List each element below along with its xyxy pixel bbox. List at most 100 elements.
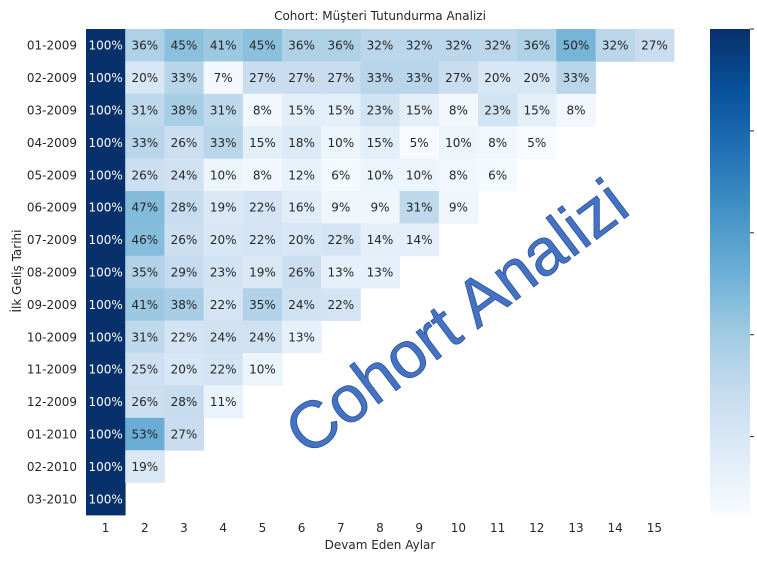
- heatmap-cell: [164, 320, 204, 354]
- heatmap-cell: [282, 288, 322, 321]
- heatmap-cell: [321, 288, 361, 321]
- heatmap-cell-label: 100%: [88, 104, 122, 118]
- heatmap-cell-label: 33%: [406, 71, 433, 85]
- heatmap-cell: [86, 191, 126, 224]
- heatmap-cell: [634, 29, 675, 62]
- heatmap-cell: [478, 61, 518, 95]
- heatmap-cell-label: 5%: [527, 136, 546, 150]
- heatmap-cell-label: 100%: [88, 266, 122, 280]
- chart-title: Cohort: Müşteri Tutundurma Analizi: [274, 9, 486, 23]
- heatmap-cell-label: 11%: [210, 395, 237, 409]
- heatmap-cell-label: 8%: [449, 168, 468, 182]
- heatmap-cell-label: 9%: [449, 201, 468, 215]
- heatmap-cell: [203, 158, 244, 192]
- heatmap-cell: [125, 417, 165, 451]
- heatmap-cell: [125, 61, 165, 95]
- heatmap-cell-label: 32%: [602, 39, 629, 53]
- x-tick-label: 2: [141, 521, 149, 535]
- heatmap-cell-label: 20%: [288, 233, 315, 247]
- heatmap-cells: [86, 29, 675, 516]
- heatmap-cell-label: 13%: [367, 266, 394, 280]
- heatmap-cell-label: 100%: [88, 330, 122, 344]
- heatmap-cell-label: 12%: [288, 168, 315, 182]
- y-tick-label: 02-2009: [27, 71, 77, 85]
- heatmap-cell-label: 35%: [249, 298, 276, 312]
- heatmap-cell-label: 13%: [327, 266, 354, 280]
- heatmap-cell: [86, 158, 126, 192]
- heatmap-cell: [360, 93, 400, 127]
- heatmap-cell: [517, 29, 557, 62]
- y-tick-label: 08-2009: [27, 266, 77, 280]
- heatmap-cell-label: 23%: [210, 266, 237, 280]
- heatmap-cell-label: 33%: [210, 136, 237, 150]
- y-tick-label: 03-2009: [27, 104, 77, 118]
- heatmap-cell: [86, 450, 126, 483]
- heatmap-cell: [399, 126, 440, 159]
- heatmap-cell-label: 27%: [327, 71, 354, 85]
- x-tick-label: 14: [608, 521, 623, 535]
- heatmap-cell-label: 50%: [563, 39, 590, 53]
- heatmap-cell-label: 26%: [131, 168, 158, 182]
- heatmap-cell-label: 23%: [367, 104, 394, 118]
- heatmap-cell: [86, 385, 126, 419]
- heatmap-cell: [556, 29, 596, 62]
- heatmap-cell-label: 22%: [327, 233, 354, 247]
- heatmap-cell: [125, 255, 165, 289]
- heatmap-cell: [360, 158, 400, 192]
- heatmap-cell-label: 15%: [249, 136, 276, 150]
- heatmap-cell-label: 35%: [131, 266, 158, 280]
- heatmap-cell: [438, 158, 479, 192]
- heatmap-cell: [125, 158, 165, 192]
- heatmap-cell-label: 9%: [331, 201, 350, 215]
- heatmap-cell-label: 6%: [331, 168, 350, 182]
- heatmap-cell-label: 10%: [367, 168, 394, 182]
- heatmap-cell: [203, 61, 244, 95]
- heatmap-cell: [242, 223, 283, 257]
- heatmap-cell-label: 41%: [131, 298, 158, 312]
- heatmap-cell-label: 8%: [488, 136, 507, 150]
- heatmap-cell: [164, 191, 204, 224]
- heatmap-cell-label: 10%: [249, 363, 276, 377]
- heatmap-cell: [360, 191, 400, 224]
- heatmap-cell-label: 23%: [484, 104, 511, 118]
- heatmap-cell: [242, 29, 283, 62]
- heatmap-cell: [125, 353, 165, 386]
- heatmap-cell: [556, 61, 596, 95]
- heatmap-cell: [125, 191, 165, 224]
- heatmap-cell: [125, 223, 165, 257]
- y-tick-label: 01-2010: [27, 428, 77, 442]
- heatmap-cell-label: 100%: [88, 201, 122, 215]
- heatmap-cell-label: 33%: [171, 71, 198, 85]
- heatmap-cell: [399, 29, 440, 62]
- heatmap-cell: [86, 126, 126, 159]
- heatmap-cell: [399, 158, 440, 192]
- heatmap-cell-label: 10%: [445, 136, 472, 150]
- heatmap-cell: [321, 61, 361, 95]
- x-tick-label: 12: [529, 521, 544, 535]
- heatmap-cell: [438, 191, 479, 224]
- heatmap-cell-label: 25%: [131, 363, 158, 377]
- heatmap-cell: [242, 126, 283, 159]
- heatmap-cell: [203, 288, 244, 321]
- heatmap-cell-label: 36%: [131, 39, 158, 53]
- heatmap-cell-label: 41%: [210, 39, 237, 53]
- y-tick-label: 11-2009: [27, 363, 77, 377]
- heatmap-cell: [125, 385, 165, 419]
- heatmap-cell-label: 15%: [406, 104, 433, 118]
- heatmap-cell: [321, 191, 361, 224]
- heatmap-cell: [478, 126, 518, 159]
- heatmap-cell: [125, 29, 165, 62]
- heatmap-cell: [321, 126, 361, 159]
- x-tick-label: 15: [647, 521, 662, 535]
- heatmap-cell: [478, 29, 518, 62]
- heatmap-cell-label: 24%: [288, 298, 315, 312]
- heatmap-cell-label: 33%: [131, 136, 158, 150]
- heatmap-cell: [242, 320, 283, 354]
- x-tick-label: 10: [451, 521, 466, 535]
- heatmap-cell: [86, 353, 126, 386]
- heatmap-cell: [164, 255, 204, 289]
- heatmap-cell-label: 7%: [214, 71, 233, 85]
- heatmap-cell-label: 100%: [88, 492, 122, 506]
- heatmap-cell: [242, 255, 283, 289]
- heatmap-cell: [242, 93, 283, 127]
